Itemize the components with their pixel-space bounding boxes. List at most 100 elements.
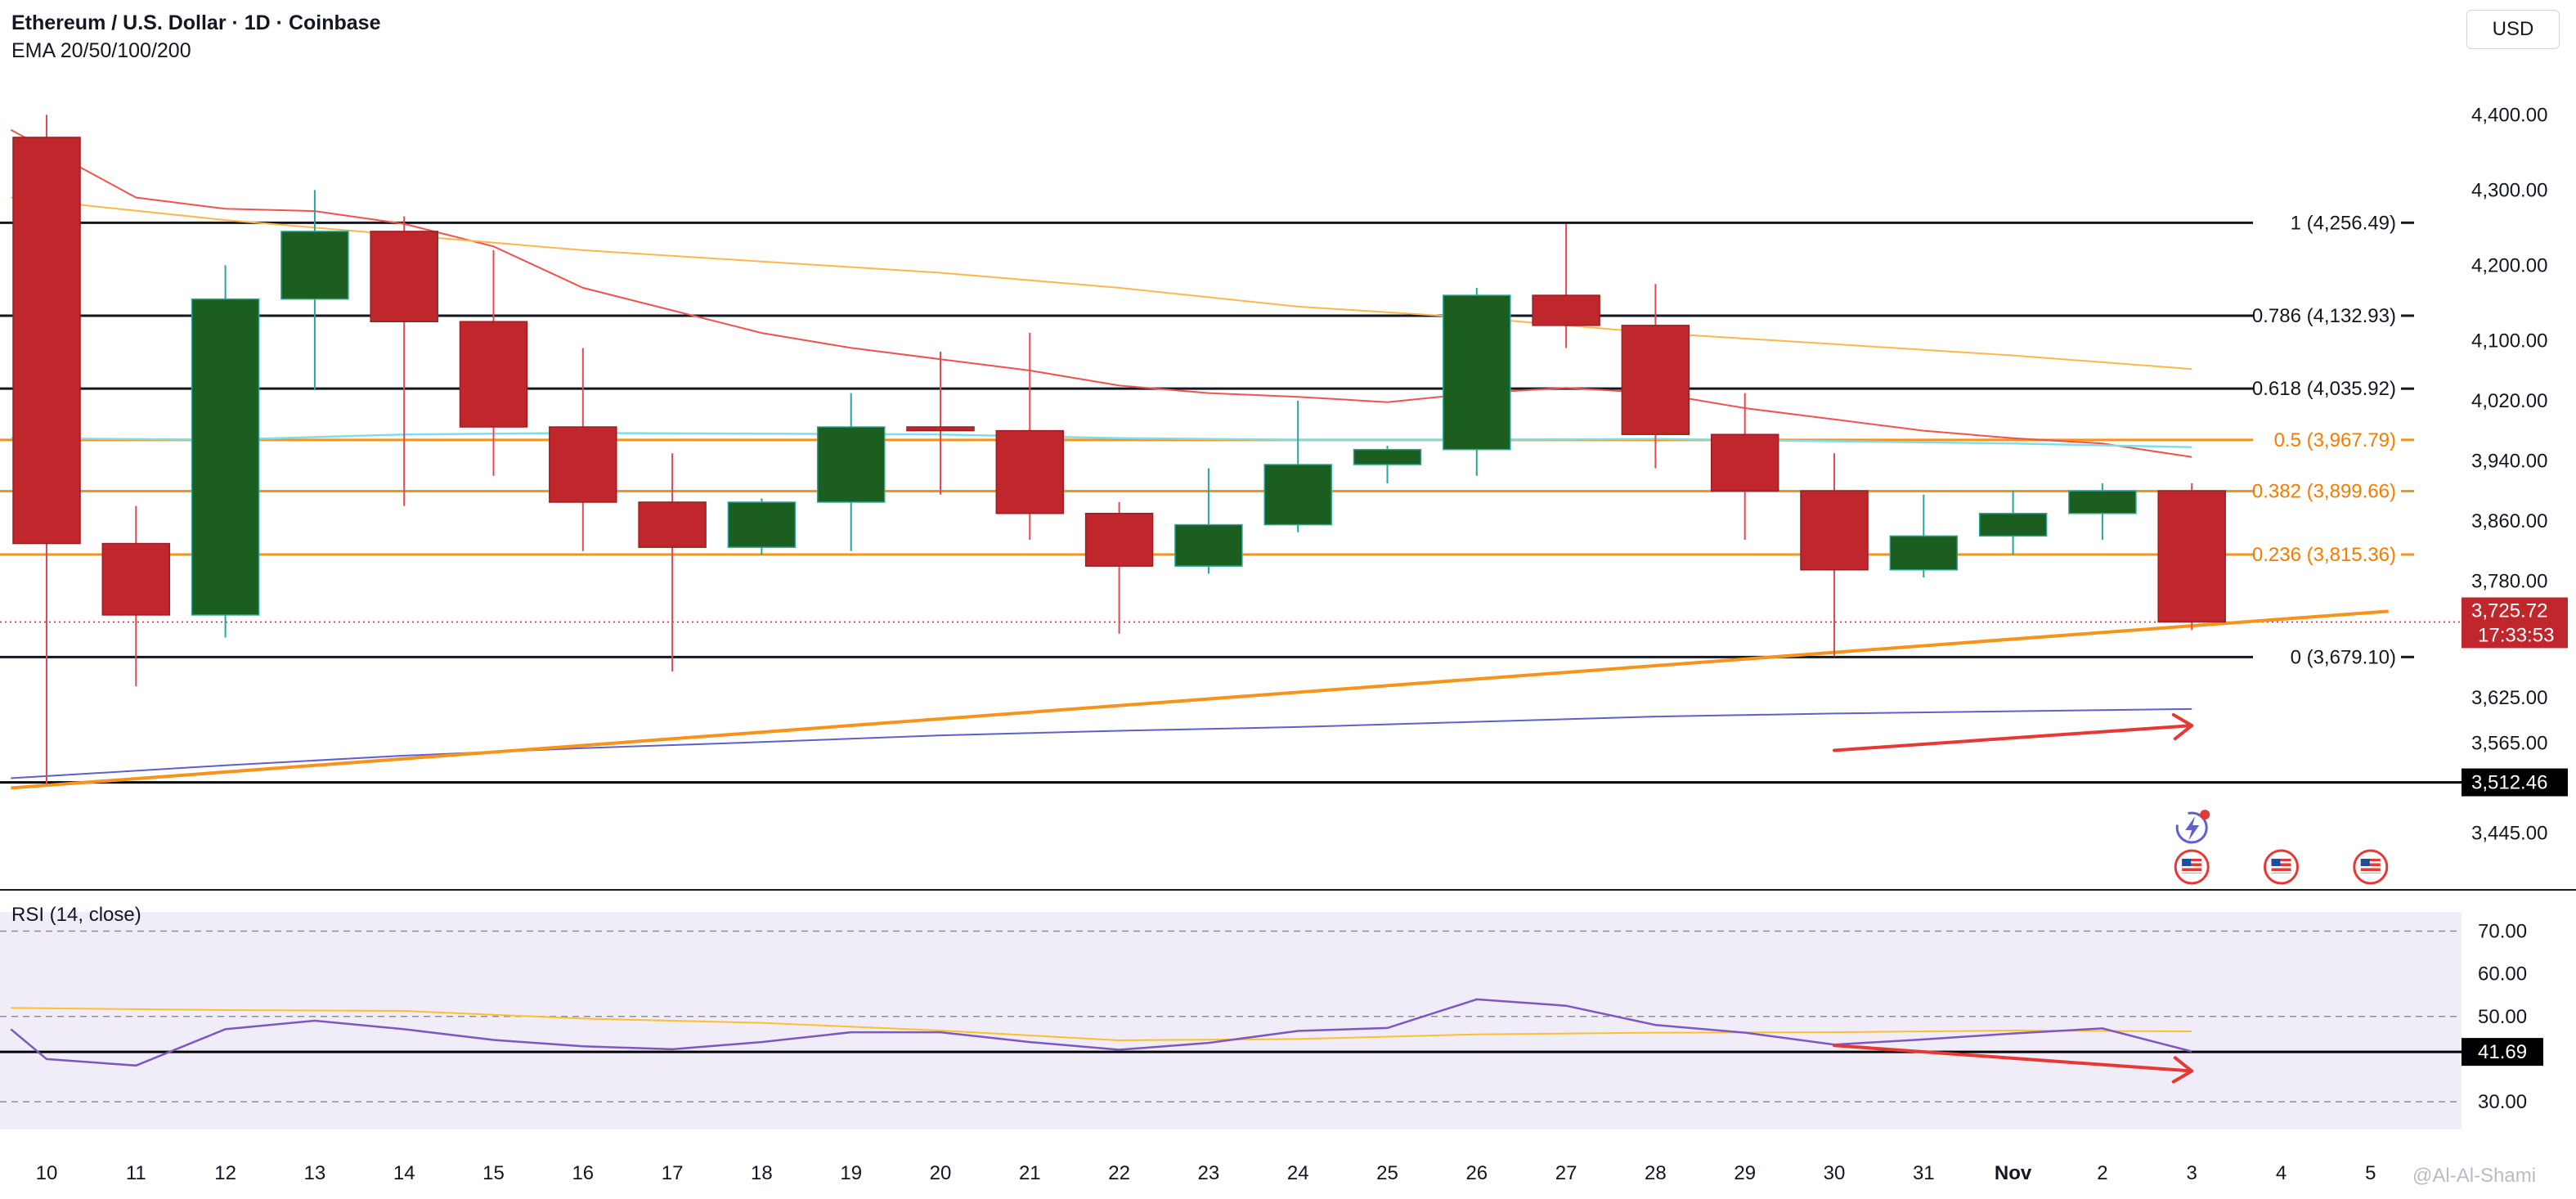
- lightning-icon[interactable]: [2175, 810, 2210, 844]
- candle-2[interactable]: [191, 298, 260, 616]
- candle-8[interactable]: [727, 501, 797, 548]
- date-tick-15: 25: [1376, 1162, 1398, 1184]
- candle-23[interactable]: [2068, 490, 2137, 514]
- fib-label-0: 1 (4,256.49): [2291, 212, 2396, 234]
- fib-label-1: 0.786 (4,132.93): [2252, 305, 2396, 327]
- us-flag-icon[interactable]: [2353, 849, 2389, 885]
- watermark: @Al-Al-Shami: [2412, 1165, 2537, 1187]
- date-tick-7: 17: [662, 1162, 684, 1184]
- date-tick-5: 15: [482, 1162, 505, 1184]
- chart-title: Ethereum / U.S. Dollar · 1D · Coinbase: [11, 11, 381, 34]
- candle-14[interactable]: [1263, 464, 1332, 526]
- candle-10[interactable]: [906, 426, 975, 432]
- date-tick-25: 4: [2276, 1162, 2287, 1184]
- date-tick-24: 3: [2187, 1162, 2197, 1184]
- trendline: [11, 609, 2389, 790]
- price-tick-8: 4,200.00: [2471, 254, 2547, 276]
- svg-text:41.69: 41.69: [2478, 1041, 2527, 1063]
- date-tick-14: 24: [1287, 1162, 1309, 1184]
- rsi-label: RSI (14, close): [11, 904, 141, 926]
- date-tick-23: 2: [2097, 1162, 2107, 1184]
- date-tick-17: 27: [1555, 1162, 1577, 1184]
- rsi-current-label: 41.69: [2462, 1038, 2543, 1067]
- candle-21[interactable]: [1889, 535, 1959, 571]
- candle-7[interactable]: [638, 501, 707, 548]
- fib-label-4: 0.382 (3,899.66): [2252, 480, 2396, 502]
- price-tick-0: 3,445.00: [2471, 823, 2547, 845]
- candle-19[interactable]: [1710, 433, 1779, 492]
- us-flag-icon[interactable]: [2264, 849, 2299, 885]
- date-tick-1: 11: [126, 1162, 146, 1184]
- date-tick-2: 12: [214, 1162, 236, 1184]
- candle-4[interactable]: [370, 231, 438, 323]
- date-tick-20: 30: [1824, 1162, 1846, 1184]
- date-tick-6: 16: [572, 1162, 594, 1184]
- price-axis: 3,445.00 3,565.00 3,625.00 3,780.00 3,860.00…: [2462, 29, 2568, 1113]
- price-tick-7: 4,100.00: [2471, 330, 2547, 352]
- date-tick-18: 28: [1645, 1162, 1667, 1184]
- candle-1[interactable]: [101, 542, 171, 616]
- fib-label-6: 0 (3,679.10): [2291, 646, 2396, 668]
- candle-18[interactable]: [1621, 325, 1690, 435]
- candle-11[interactable]: [995, 429, 1065, 514]
- svg-text:3,725.72: 3,725.72: [2471, 600, 2547, 622]
- candle-16[interactable]: [1443, 294, 1511, 451]
- time-axis: 10 11 12 13 14 15 16 17 18 19 20 21 22 23 24 25 26 27 28 29…: [36, 1162, 2376, 1184]
- date-tick-12: 22: [1108, 1162, 1130, 1184]
- rsi-ma-line: [11, 1007, 2192, 1042]
- us-flag-icon[interactable]: [2174, 849, 2210, 885]
- fib-label-2: 0.618 (4,035.92): [2252, 378, 2396, 400]
- fib-retracement: 1 (4,256.49) 0.786 (4,132.93) 0.618 (4,035…: [0, 212, 2462, 784]
- price-tick-5: 3,940.00: [2471, 450, 2547, 472]
- price-tick-3: 3,780.00: [2471, 571, 2547, 593]
- candle-5[interactable]: [459, 321, 528, 428]
- date-tick-8: 18: [751, 1162, 773, 1184]
- date-tick-9: 19: [840, 1162, 862, 1184]
- date-tick-4: 14: [393, 1162, 415, 1184]
- candle-24[interactable]: [2157, 490, 2226, 623]
- price-tick-6: 4,020.00: [2471, 390, 2547, 412]
- price-tick-2: 3,625.00: [2471, 687, 2547, 709]
- candle-13[interactable]: [1174, 523, 1243, 567]
- price-tick-4: 3,860.00: [2471, 510, 2547, 532]
- date-tick-19: 29: [1734, 1162, 1756, 1184]
- candle-9[interactable]: [816, 426, 886, 503]
- candle-15[interactable]: [1353, 448, 1422, 465]
- date-tick-3: 13: [304, 1162, 326, 1184]
- fib-label-3: 0.5 (3,967.79): [2274, 429, 2396, 451]
- ascending-trendline: [11, 609, 2389, 790]
- date-tick-0: 10: [36, 1162, 58, 1184]
- date-tick-10: 20: [930, 1162, 952, 1184]
- candle-22[interactable]: [1978, 513, 2048, 537]
- price-arrow: [1833, 712, 2194, 752]
- svg-text:3,512.46: 3,512.46: [2471, 772, 2547, 794]
- candle-12[interactable]: [1084, 513, 1154, 567]
- candle-6[interactable]: [549, 426, 617, 503]
- candle-17[interactable]: [1532, 294, 1600, 326]
- candle-20[interactable]: [1800, 490, 1869, 571]
- fib-label-5: 0.236 (3,815.36): [2252, 544, 2396, 566]
- rsi-band: [0, 912, 2462, 1129]
- support-price-label: 3,512.46: [2462, 768, 2568, 797]
- rsi-tick-30: 30.00: [2478, 1091, 2527, 1113]
- ema-line-3: [11, 707, 2192, 779]
- candle-3[interactable]: [280, 231, 349, 300]
- rsi-pane: [0, 930, 2462, 1102]
- annotations: [1833, 712, 2389, 1084]
- date-tick-16: 26: [1465, 1162, 1488, 1184]
- svg-text:17:33:53: 17:33:53: [2478, 624, 2554, 646]
- candles: [12, 115, 2226, 784]
- rsi-line: [10, 998, 2192, 1067]
- date-tick-22: Nov: [1995, 1162, 2032, 1184]
- rsi-tick-70: 70.00: [2478, 920, 2527, 942]
- indicator-legend: EMA 20/50/100/200: [11, 39, 191, 62]
- date-tick-13: 23: [1198, 1162, 1220, 1184]
- price-tick-10: 4,400.00: [2471, 104, 2547, 126]
- date-tick-21: 31: [1913, 1162, 1935, 1184]
- currency-button[interactable]: USD: [2466, 10, 2560, 49]
- date-tick-11: 21: [1019, 1162, 1041, 1184]
- price-tick-1: 3,565.00: [2471, 732, 2547, 754]
- candle-0[interactable]: [12, 137, 81, 545]
